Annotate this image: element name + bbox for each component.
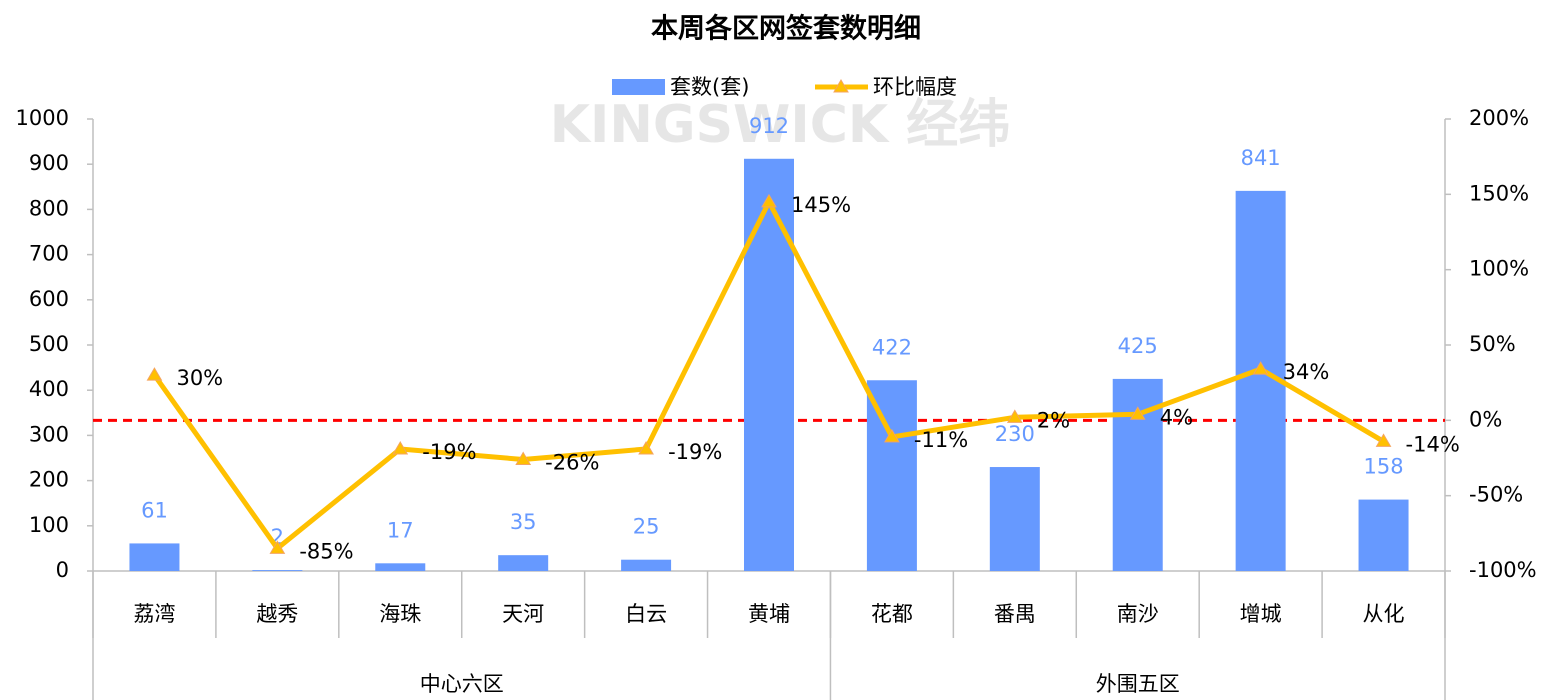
- watermark: KINGSWICK 经纬: [550, 95, 1011, 155]
- line-marker: [515, 451, 532, 466]
- y2-tick-label: 0%: [1469, 407, 1502, 431]
- x-tick-label: 白云: [625, 602, 667, 626]
- line-value-label: -26%: [545, 451, 599, 475]
- x-tick-label: 从化: [1363, 602, 1405, 626]
- y-tick-label: 1000: [16, 106, 69, 130]
- line-marker: [638, 440, 654, 455]
- y-tick-label: 100: [29, 513, 69, 537]
- bar: [252, 570, 303, 571]
- y2-tick-label: 150%: [1469, 181, 1529, 205]
- line-marker: [146, 367, 163, 381]
- y2-tick-label: 200%: [1469, 106, 1529, 130]
- bar-value-label: 35: [510, 510, 537, 534]
- line-value-label: 4%: [1160, 405, 1193, 429]
- x-tick-label: 黄埔: [748, 602, 790, 626]
- line-value-label: 34%: [1283, 360, 1330, 384]
- bar: [621, 559, 672, 571]
- line-marker: [1252, 361, 1269, 375]
- bar: [989, 467, 1040, 571]
- legend-label: 套数(套): [670, 75, 749, 99]
- group-label: 外围五区: [1096, 672, 1180, 696]
- line-marker: [884, 428, 900, 443]
- bar-value-label: 158: [1363, 455, 1403, 479]
- chart-title: 本周各区网签套数明细: [651, 13, 921, 45]
- y-tick-label: 400: [29, 377, 69, 401]
- y-tick-label: 300: [29, 422, 69, 446]
- x-tick-label: 花都: [871, 602, 913, 626]
- legend-swatch: [612, 79, 665, 95]
- x-tick-label: 海珠: [379, 602, 421, 626]
- line-marker: [1129, 406, 1146, 420]
- line-value-label: -11%: [914, 428, 968, 452]
- bar: [866, 380, 917, 571]
- bar-value-label: 422: [872, 335, 912, 359]
- bar-value-label: 425: [1118, 334, 1158, 358]
- line-value-label: -14%: [1406, 432, 1460, 456]
- line-marker: [1375, 433, 1392, 447]
- x-tick-label: 荔湾: [133, 602, 175, 626]
- bar: [744, 158, 794, 571]
- legend-label: 环比幅度: [873, 75, 957, 99]
- bar-value-label: 25: [633, 515, 660, 539]
- line-value-label: 30%: [176, 366, 223, 390]
- y-tick-label: 200: [29, 468, 69, 492]
- y-tick-label: 0: [56, 558, 69, 582]
- bar: [1358, 499, 1409, 571]
- y2-tick-label: -100%: [1469, 558, 1537, 582]
- line-marker: [761, 193, 777, 208]
- bar: [375, 563, 426, 571]
- y-tick-label: 800: [29, 196, 69, 220]
- x-tick-label: 南沙: [1117, 602, 1159, 626]
- line-value-label: -19%: [668, 440, 722, 464]
- line-value-label: -19%: [422, 440, 476, 464]
- y-tick-label: 600: [29, 287, 69, 311]
- legend-marker: [833, 79, 849, 93]
- line-marker: [269, 540, 286, 554]
- y2-tick-label: 100%: [1469, 257, 1529, 281]
- x-tick-label: 增城: [1240, 602, 1282, 626]
- line-value-label: -85%: [299, 539, 353, 563]
- line-marker: [1006, 409, 1023, 423]
- line-value-label: 2%: [1037, 408, 1070, 432]
- bar-value-label: 230: [995, 422, 1035, 446]
- y-tick-label: 900: [29, 151, 69, 175]
- bar-value-label: 17: [387, 518, 414, 542]
- x-tick-label: 番禺: [994, 602, 1036, 626]
- bar: [498, 555, 549, 571]
- y2-tick-label: 50%: [1469, 332, 1516, 356]
- y-tick-label: 500: [29, 332, 69, 356]
- line-value-label: 145%: [791, 193, 851, 217]
- bar-value-label: 841: [1241, 146, 1281, 170]
- y2-tick-label: -50%: [1469, 483, 1523, 507]
- y-tick-label: 700: [29, 242, 69, 266]
- bar: [129, 543, 180, 571]
- bar-value-label: 61: [141, 498, 168, 522]
- bar-value-label: 912: [749, 114, 789, 138]
- x-tick-label: 天河: [502, 602, 544, 626]
- x-tick-label: 越秀: [256, 602, 298, 626]
- group-label: 中心六区: [420, 672, 504, 696]
- line-marker: [392, 440, 409, 455]
